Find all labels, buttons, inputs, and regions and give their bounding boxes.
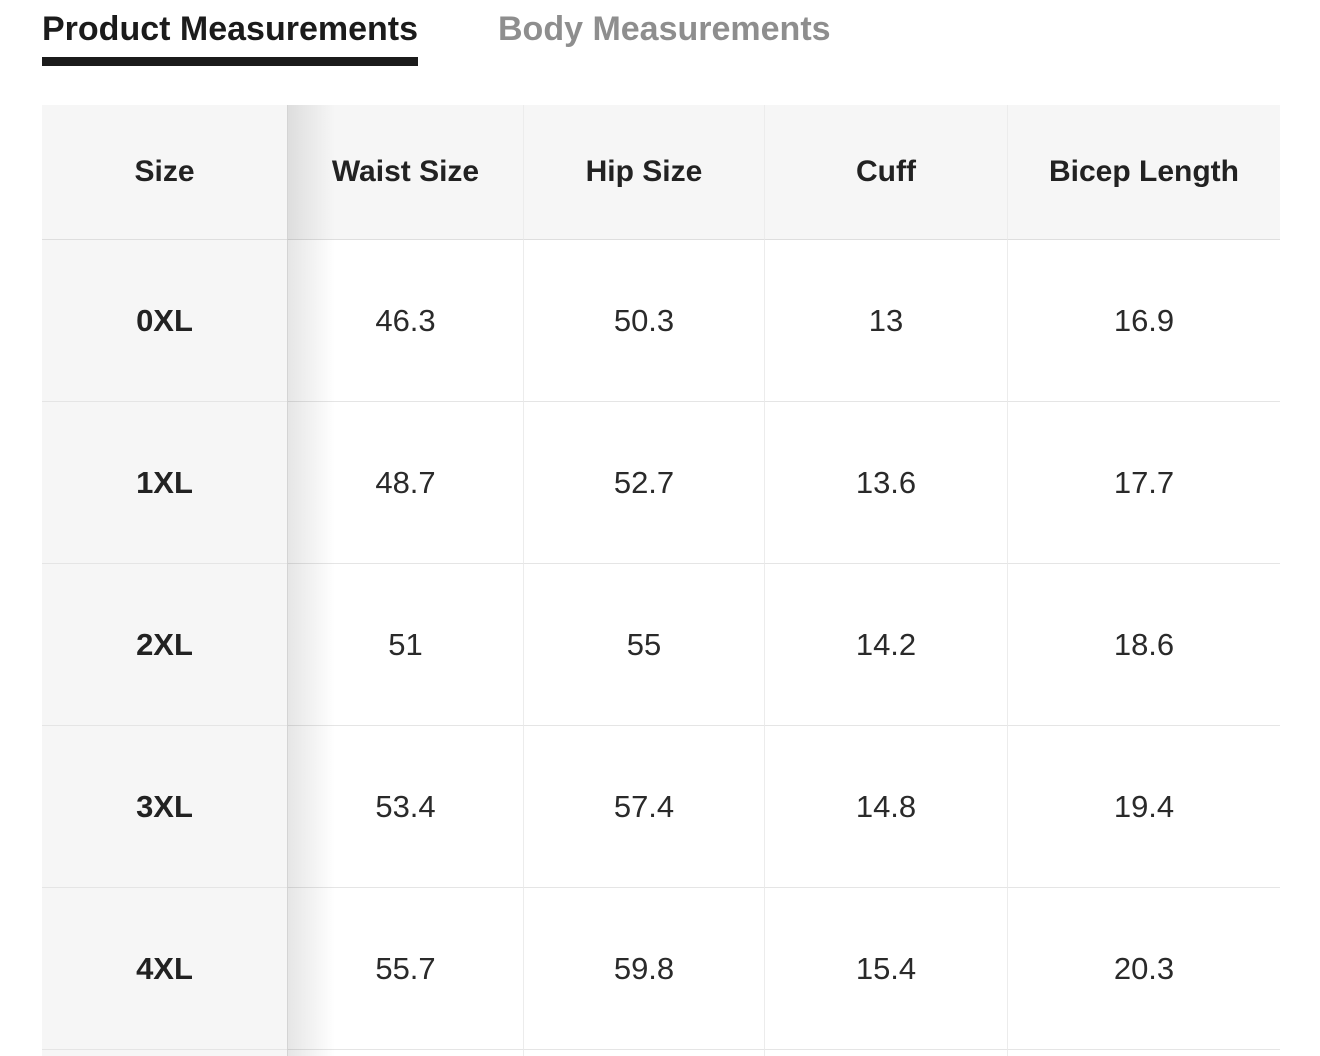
row-4xl-hip-value: 59.8 [523, 888, 764, 1050]
row-1xl-cuff-value: 13.6 [764, 402, 1007, 564]
row-1xl-bicep-value: 17.7 [1007, 402, 1280, 564]
row-4xl-waist-value: 55.7 [287, 888, 523, 1050]
column-header-waist-size: Waist Size [287, 105, 523, 240]
partial-row-cell [764, 1050, 1007, 1056]
row-4xl-size-label: 4XL [42, 888, 287, 1050]
partial-row-cell [1007, 1050, 1280, 1056]
partial-row-cell [523, 1050, 764, 1056]
row-2xl-hip-value: 55 [523, 564, 764, 726]
column-header-bicep-length: Bicep Length [1007, 105, 1280, 240]
row-1xl-waist-value: 48.7 [287, 402, 523, 564]
partial-row-size-cell [42, 1050, 287, 1056]
row-3xl-waist-value: 53.4 [287, 726, 523, 888]
row-3xl-bicep-value: 19.4 [1007, 726, 1280, 888]
partial-row-cell [287, 1050, 523, 1056]
row-1xl-size-label: 1XL [42, 402, 287, 564]
row-0xl-hip-value: 50.3 [523, 240, 764, 402]
size-chart-table: Size Waist Size Hip Size Cuff Bicep Leng… [42, 105, 1280, 1056]
column-header-hip-size: Hip Size [523, 105, 764, 240]
row-3xl-size-label: 3XL [42, 726, 287, 888]
row-0xl-cuff-value: 13 [764, 240, 1007, 402]
row-3xl-cuff-value: 14.8 [764, 726, 1007, 888]
row-3xl-hip-value: 57.4 [523, 726, 764, 888]
row-1xl-hip-value: 52.7 [523, 402, 764, 564]
row-2xl-waist-value: 51 [287, 564, 523, 726]
row-2xl-bicep-value: 18.6 [1007, 564, 1280, 726]
row-2xl-cuff-value: 14.2 [764, 564, 1007, 726]
row-4xl-bicep-value: 20.3 [1007, 888, 1280, 1050]
column-header-size: Size [42, 105, 287, 240]
tab-product-measurements[interactable]: Product Measurements [42, 8, 418, 66]
row-0xl-size-label: 0XL [42, 240, 287, 402]
column-header-cuff: Cuff [764, 105, 1007, 240]
row-4xl-cuff-value: 15.4 [764, 888, 1007, 1050]
measurement-tabs: Product Measurements Body Measurements [0, 0, 1320, 66]
row-2xl-size-label: 2XL [42, 564, 287, 726]
row-0xl-bicep-value: 16.9 [1007, 240, 1280, 402]
tab-body-measurements[interactable]: Body Measurements [498, 10, 831, 48]
row-0xl-waist-value: 46.3 [287, 240, 523, 402]
